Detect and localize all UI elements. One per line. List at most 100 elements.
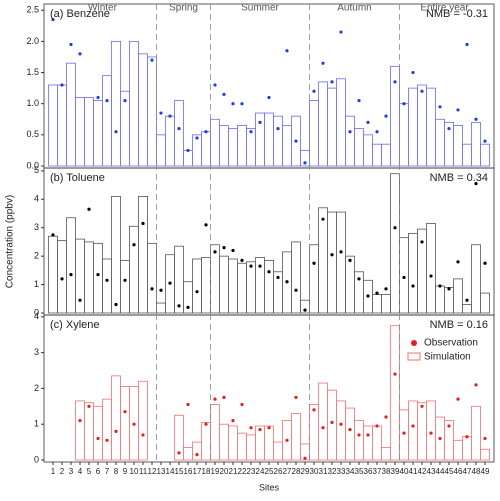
dot xyxy=(195,290,199,294)
dot xyxy=(483,436,487,441)
dot xyxy=(312,89,316,93)
bar xyxy=(327,87,337,167)
dot xyxy=(276,275,280,280)
bar xyxy=(408,232,418,314)
bar xyxy=(336,78,346,167)
dot xyxy=(357,433,361,437)
dot xyxy=(420,240,424,244)
bar xyxy=(111,196,121,314)
dot xyxy=(375,291,379,295)
dot xyxy=(384,287,388,291)
dot xyxy=(249,264,253,268)
bar xyxy=(399,409,409,461)
dot xyxy=(321,217,325,221)
bar xyxy=(219,255,229,314)
bar xyxy=(462,436,472,461)
dot xyxy=(321,61,325,65)
dot xyxy=(195,136,199,140)
dot xyxy=(87,207,91,211)
dot xyxy=(366,294,370,298)
dot xyxy=(240,402,244,407)
bar xyxy=(138,380,148,461)
bar xyxy=(183,150,193,167)
dot xyxy=(267,426,271,430)
dot xyxy=(123,278,127,282)
bar xyxy=(147,56,157,167)
bar xyxy=(327,389,337,461)
dot xyxy=(456,397,460,401)
dot xyxy=(231,419,235,423)
bar xyxy=(102,258,112,314)
dot xyxy=(294,139,298,143)
bar xyxy=(75,97,85,167)
y-tick-label: 4 xyxy=(34,194,39,204)
dot xyxy=(348,258,352,263)
bar xyxy=(426,400,436,461)
bar xyxy=(318,81,328,167)
dot xyxy=(51,233,55,237)
y-tick-label: 4 xyxy=(34,311,39,321)
y-tick-label: 3 xyxy=(34,347,39,357)
y-tick-label: 5 xyxy=(34,165,39,175)
bar xyxy=(48,235,58,314)
bar xyxy=(120,90,130,167)
dot xyxy=(150,287,154,291)
x-tick-label: 46 xyxy=(454,467,463,476)
dot xyxy=(96,95,100,100)
dot xyxy=(186,402,190,407)
bar xyxy=(201,422,211,461)
bar xyxy=(111,40,121,167)
x-tick-label: 25 xyxy=(265,467,274,476)
x-tick-label: 44 xyxy=(436,467,445,476)
bar xyxy=(480,448,490,461)
dot xyxy=(150,58,154,62)
dot xyxy=(213,250,217,254)
dot xyxy=(123,98,127,103)
dot xyxy=(483,139,487,143)
dot xyxy=(240,258,244,263)
x-tick-label: 3 xyxy=(69,467,74,476)
legend-dot xyxy=(411,340,417,346)
bar xyxy=(201,257,211,314)
dot xyxy=(348,130,352,134)
dot xyxy=(402,275,406,280)
bar xyxy=(462,143,472,167)
bar xyxy=(453,278,463,314)
dot xyxy=(366,433,370,437)
x-tick-label: 49 xyxy=(481,467,490,476)
bar xyxy=(192,441,202,461)
x-tick-label: 15 xyxy=(175,467,184,476)
x-tick-label: 34 xyxy=(346,467,355,476)
y-tick-label: 2 xyxy=(34,383,39,393)
x-tick-label: 36 xyxy=(364,467,373,476)
dot xyxy=(411,284,415,288)
bar xyxy=(390,325,400,461)
bar xyxy=(327,211,337,314)
bar xyxy=(372,294,382,314)
dot xyxy=(474,182,478,186)
dot xyxy=(312,261,316,265)
bar xyxy=(471,244,481,314)
bar xyxy=(345,407,355,461)
dot xyxy=(96,273,100,277)
bar xyxy=(84,402,94,461)
x-tick-label: 22 xyxy=(238,467,247,476)
dot xyxy=(366,120,370,124)
dot xyxy=(240,102,244,106)
season-label: Spring xyxy=(169,3,198,14)
bar xyxy=(246,128,256,167)
bar xyxy=(372,143,382,167)
dot xyxy=(222,92,226,96)
bar xyxy=(66,62,76,167)
dot xyxy=(393,372,397,376)
dot xyxy=(114,302,118,307)
x-tick-label: 42 xyxy=(418,467,427,476)
dot xyxy=(204,130,208,134)
dot xyxy=(168,281,172,285)
bar xyxy=(435,118,445,167)
bar xyxy=(246,434,256,461)
x-tick-label: 11 xyxy=(139,467,148,476)
dot xyxy=(330,420,334,425)
bar xyxy=(426,87,436,167)
x-tick-label: 28 xyxy=(292,467,301,476)
